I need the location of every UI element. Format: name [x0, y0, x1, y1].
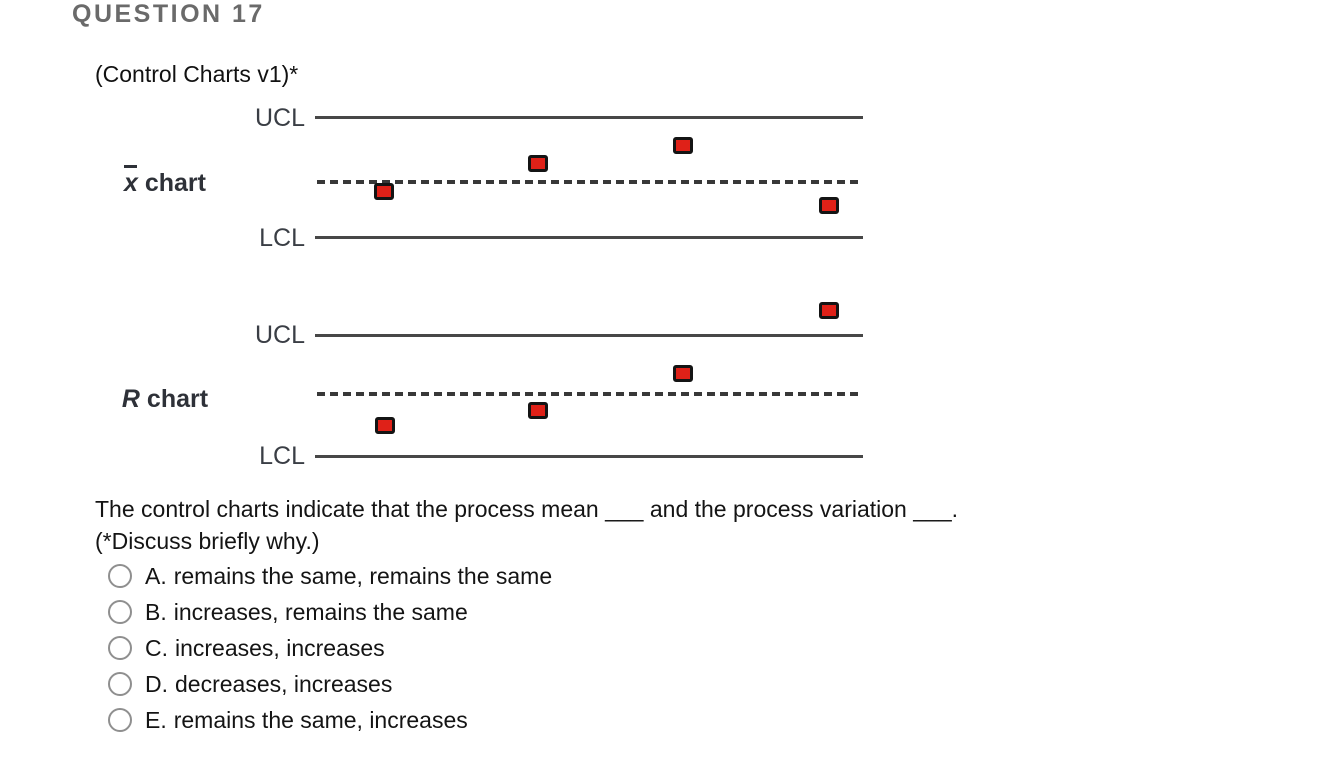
lcl-label: LCL — [259, 442, 305, 470]
question-subtitle: (Control Charts v1)* — [95, 61, 299, 87]
radio-option-b[interactable] — [108, 600, 132, 624]
answer-options: A. remains the same, remains the same B.… — [108, 558, 552, 738]
data-point-r-1 — [374, 416, 395, 434]
ucl-label: UCL — [254, 104, 305, 132]
option-letter-d: D. — [145, 670, 168, 697]
ucl-line — [315, 334, 863, 337]
question-prompt: The control charts indicate that the pro… — [95, 494, 958, 557]
option-row-e[interactable]: E. remains the same, increases — [108, 702, 552, 738]
lcl-line — [315, 455, 863, 458]
r-symbol: R — [121, 385, 140, 413]
ucl-line — [315, 116, 863, 119]
data-point-xbar-3 — [672, 137, 693, 154]
option-letter-c: C. — [145, 634, 168, 661]
option-text-d: decreases, increases — [175, 670, 393, 697]
data-point-r-2 — [528, 401, 549, 419]
control-charts-figure: x chart UCL LCL R chart UCL LCL — [0, 95, 960, 485]
option-text-b: increases, remains the same — [173, 598, 468, 625]
radio-option-d[interactable] — [108, 672, 132, 696]
question-prompt-line2: (*Discuss briefly why.) — [95, 527, 320, 554]
radio-option-a[interactable] — [108, 564, 132, 588]
option-row-b[interactable]: B. increases, remains the same — [108, 594, 552, 630]
center-line — [317, 180, 860, 184]
data-point-r-3 — [672, 365, 693, 383]
option-letter-b: B. — [145, 598, 167, 625]
r-chart: R chart UCL LCL — [0, 290, 960, 485]
option-letter-e: E. — [145, 706, 167, 733]
data-point-xbar-1 — [374, 183, 395, 201]
lcl-label: LCL — [259, 224, 305, 252]
r-chart-label-text: chart — [139, 385, 209, 413]
option-row-c[interactable]: C. increases, increases — [108, 630, 552, 666]
question-prompt-line1: The control charts indicate that the pro… — [95, 496, 959, 522]
radio-option-e[interactable] — [108, 708, 132, 732]
option-letter-a: A. — [145, 562, 167, 589]
option-row-d[interactable]: D. decreases, increases — [108, 666, 552, 702]
data-point-r-4 — [819, 302, 840, 320]
radio-option-c[interactable] — [108, 636, 132, 660]
r-chart-label: R chart — [100, 384, 230, 414]
data-point-xbar-4 — [819, 197, 840, 214]
option-text-a: remains the same, remains the same — [173, 562, 553, 589]
xbar-chart: x chart UCL LCL — [0, 95, 960, 270]
lcl-line — [315, 236, 863, 239]
option-row-a[interactable]: A. remains the same, remains the same — [108, 558, 552, 594]
data-point-xbar-2 — [528, 155, 549, 172]
center-line — [317, 392, 860, 396]
question-number-heading: QUESTION 17 — [72, 0, 265, 28]
xbar-chart-label: x chart — [100, 165, 230, 198]
option-text-e: remains the same, increases — [173, 706, 468, 733]
xbar-chart-label-text: chart — [137, 169, 206, 197]
ucl-label: UCL — [254, 321, 305, 349]
option-text-c: increases, increases — [175, 634, 385, 661]
xbar-symbol: x — [124, 165, 138, 197]
